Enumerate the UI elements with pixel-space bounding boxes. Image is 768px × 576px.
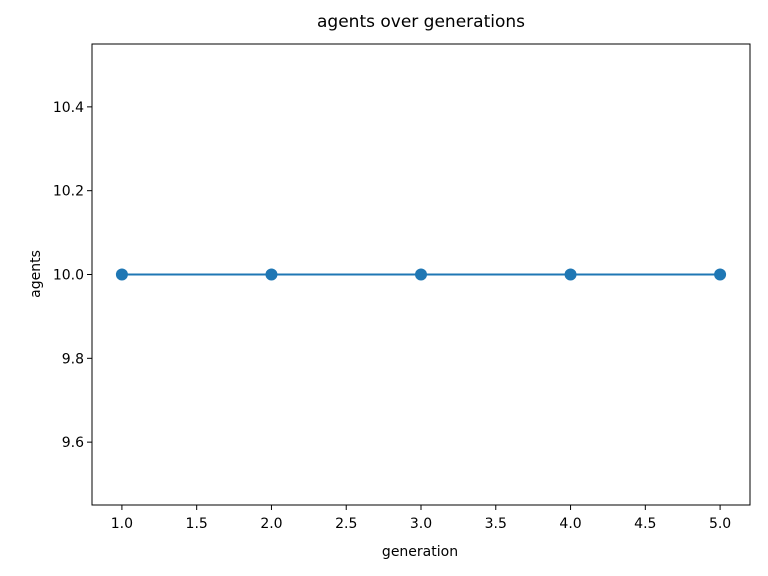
data-point (415, 268, 427, 281)
x-tick-label: 2.5 (335, 516, 357, 532)
data-point (115, 268, 128, 281)
y-tick-label: 10.0 (53, 268, 84, 284)
data-point (714, 268, 727, 281)
chart-title: agents over generations (317, 12, 525, 32)
data-point (564, 268, 577, 281)
y-tick-label: 10.2 (53, 184, 84, 200)
x-tick-label: 3.5 (485, 516, 507, 532)
x-tick-label: 1.0 (111, 516, 133, 532)
y-axis-label: agents (28, 250, 44, 298)
x-tick-label: 1.5 (186, 516, 208, 532)
x-tick-label: 3.0 (410, 516, 432, 532)
data-point (265, 268, 278, 281)
y-tick-label: 10.4 (53, 100, 84, 116)
y-tick-label: 9.6 (62, 435, 84, 451)
x-tick-label: 4.0 (559, 516, 581, 532)
x-tick-label: 5.0 (709, 516, 731, 532)
x-axis-label: generation (381, 544, 459, 560)
x-tick-label: 2.0 (260, 516, 282, 532)
x-tick-label: 4.5 (634, 516, 656, 532)
y-tick-label: 9.8 (62, 351, 84, 367)
